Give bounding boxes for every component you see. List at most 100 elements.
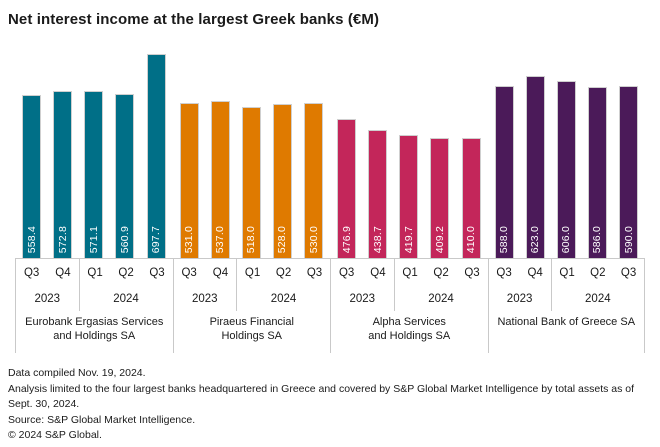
footer-line: Data compiled Nov. 19, 2024. <box>8 367 146 379</box>
bar: 560.9 <box>115 94 135 258</box>
bar-value-label: 558.4 <box>25 225 38 253</box>
bank-name-line: Eurobank Ergasias Services <box>25 316 164 328</box>
footer-line: Source: S&P Global Market Intelligence. <box>8 413 196 426</box>
bar: 571.1 <box>84 91 104 258</box>
bar-value-label: 528.0 <box>276 225 289 253</box>
quarter-label: Q3 <box>23 266 40 279</box>
year-label: 2024 <box>270 292 297 305</box>
bar: 537.0 <box>210 101 230 258</box>
chart-axis-labels: Q3 Q4 2023 Q1 Q2 Q3 2024 Eurobank Ergasias Serv… <box>15 259 645 353</box>
quarter-label: Q3 <box>496 266 512 279</box>
bar: 410.0 <box>461 138 481 258</box>
bar: 409.2 <box>430 138 450 258</box>
quarter-label: Q3 <box>181 266 197 279</box>
bar-value-label: 409.2 <box>433 225 446 253</box>
year-column: Q1 Q2 Q3 2024 <box>550 259 644 311</box>
year-column: Q1 Q2 Q3 2024 <box>393 259 488 311</box>
bar-value-label: 623.0 <box>529 225 542 253</box>
year-label: 2024 <box>113 292 139 305</box>
bar: 531.0 <box>179 102 199 258</box>
chart: 558.4 572.8 571.1 560.9 697.7 531.0 537.0 518.0… <box>15 45 645 353</box>
bar: 476.9 <box>337 118 356 258</box>
quarter-label: Q3 <box>338 266 355 279</box>
bank-group: 588.0 623.0 606.0 586.0 590.0 <box>488 45 646 258</box>
bank-name-line: and Holdings SA <box>53 330 136 342</box>
bank-name-line: National Bank of Greece SA <box>497 316 636 328</box>
bar: 586.0 <box>587 86 607 258</box>
quarter-label: Q1 <box>87 266 103 279</box>
footer-line: Analysis limited to the four largest ban… <box>8 382 635 411</box>
quarter-label: Q4 <box>370 266 386 279</box>
bar-value-label: 530.0 <box>307 225 320 253</box>
bar-value-label: 410.0 <box>465 225 477 253</box>
bank-group: 558.4 572.8 571.1 560.9 697.7 <box>15 45 173 258</box>
chart-plot-area: 558.4 572.8 571.1 560.9 697.7 531.0 537.0 518.0… <box>15 45 645 259</box>
bar: 572.8 <box>53 90 73 258</box>
bar-value-label: 438.7 <box>371 225 384 253</box>
bar: 530.0 <box>304 103 323 258</box>
bar-value-label: 476.9 <box>340 225 353 253</box>
bar-value-label: 586.0 <box>591 225 604 253</box>
bank-group: 476.9 438.7 419.7 409.2 410.0 <box>330 45 488 258</box>
footer-line: © 2024 S&P Global. <box>8 429 102 441</box>
quarter-label: Q4 <box>527 266 543 279</box>
bank-name-line: Holdings SA <box>221 330 283 342</box>
quarter-label: Q2 <box>118 266 134 279</box>
footer: Data compiled Nov. 19, 2024. Analysis li… <box>8 366 652 444</box>
group-labels: Q3 Q4 2023 Q1 Q2 Q3 2024 Eurobank Ergasias Serv… <box>15 259 173 353</box>
bar: 558.4 <box>22 94 41 258</box>
bar: 697.7 <box>146 54 166 258</box>
bar-value-label: 572.8 <box>56 225 69 253</box>
bar-value-label: 518.0 <box>245 225 258 253</box>
bar-value-label: 560.9 <box>118 225 131 253</box>
year-label: 2024 <box>585 292 611 305</box>
year-label: 2023 <box>34 292 61 305</box>
year-label: 2023 <box>349 292 376 305</box>
page-title: Net interest income at the largest Greek… <box>8 11 380 28</box>
year-label: 2023 <box>192 292 218 305</box>
year-column: Q3 Q4 2023 <box>489 259 551 311</box>
group-labels: Q3 Q4 2023 Q1 Q2 Q3 2024 National Bank of Greec… <box>487 259 645 353</box>
bar: 590.0 <box>619 85 638 258</box>
bank-group: 531.0 537.0 518.0 528.0 530.0 <box>173 45 331 258</box>
bank-name-label: National Bank of Greece SA <box>489 311 645 353</box>
bar: 518.0 <box>241 106 261 258</box>
quarter-label: Q3 <box>149 266 165 279</box>
bar-value-label: 537.0 <box>214 225 227 253</box>
bar-value-label: 588.0 <box>498 225 510 253</box>
quarter-label: Q3 <box>620 266 637 279</box>
bar: 438.7 <box>368 129 388 258</box>
bar-value-label: 531.0 <box>183 225 195 253</box>
bar: 419.7 <box>399 135 419 258</box>
quarter-label: Q3 <box>306 266 323 279</box>
bar: 588.0 <box>494 86 514 258</box>
year-label: 2024 <box>428 292 454 305</box>
quarter-label: Q1 <box>244 266 261 279</box>
bank-name-line: and Holdings SA <box>368 330 451 342</box>
quarter-label: Q3 <box>464 266 480 279</box>
bank-name-line: Piraeus Financial <box>209 316 294 328</box>
group-labels: Q3 Q4 2023 Q1 Q2 Q3 2024 Alpha Services and Hold… <box>330 259 488 353</box>
quarter-label: Q4 <box>55 266 71 279</box>
bar: 606.0 <box>556 80 576 258</box>
bank-name-label: Alpha Services and Holdings SA <box>331 311 488 353</box>
year-column: Q3 Q4 2023 <box>331 259 394 311</box>
bank-name-line: Alpha Services <box>372 316 446 328</box>
bar-value-label: 606.0 <box>560 225 573 253</box>
quarter-label: Q2 <box>590 266 606 279</box>
year-column: Q3 Q4 2023 <box>16 259 79 311</box>
quarter-label: Q4 <box>212 266 229 279</box>
bar: 528.0 <box>272 103 292 258</box>
bank-name-label: Piraeus Financial Holdings SA <box>174 311 331 353</box>
quarter-label: Q2 <box>275 266 292 279</box>
quarter-label: Q1 <box>402 266 418 279</box>
bank-name-label: Eurobank Ergasias Services and Holdings S… <box>16 311 173 353</box>
bar-value-label: 419.7 <box>402 225 415 253</box>
year-column: Q1 Q2 Q3 2024 <box>236 259 330 311</box>
year-label: 2023 <box>506 292 533 305</box>
bar-value-label: 590.0 <box>622 225 635 253</box>
bar: 623.0 <box>525 75 545 258</box>
bar-value-label: 697.7 <box>150 225 162 253</box>
group-labels: Q3 Q4 2023 Q1 Q2 Q3 2024 Piraeus Financial Holdi… <box>172 259 331 353</box>
